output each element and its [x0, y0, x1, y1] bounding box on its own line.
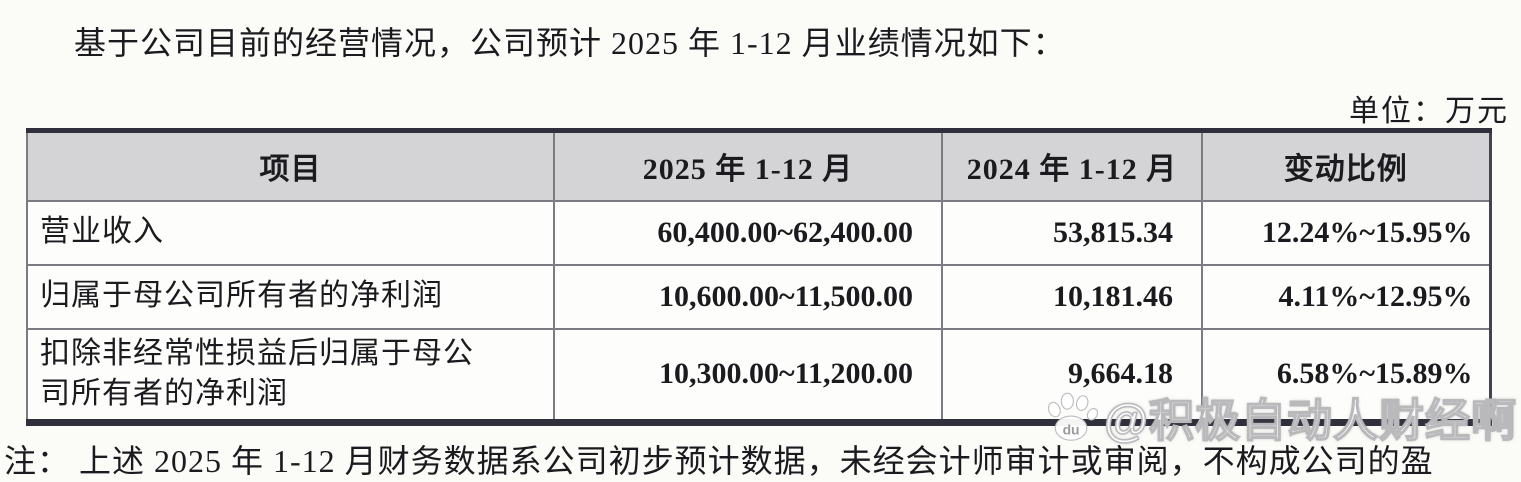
row-item-label: 营业收入 — [26, 199, 555, 266]
header-item: 项目 — [26, 129, 555, 202]
row-change-value: 12.24%~15.95% — [1201, 199, 1491, 266]
unit-label: 单位：万元 — [1349, 95, 1509, 128]
row-2024-value: 9,664.18 — [941, 327, 1203, 423]
row-2024-value: 53,815.34 — [941, 199, 1203, 266]
row-change-value: 4.11%~12.95% — [1201, 263, 1491, 330]
watermark: du @积极自动人财经啊 — [1044, 384, 1517, 449]
table-header-row: 项目 2025 年 1-12 月 2024 年 1-12 月 变动比例 — [26, 129, 1491, 202]
row-item-label: 归属于母公司所有者的净利润 — [26, 263, 555, 330]
table-row: 扣除非经常性损益后归属于母公司所有者的净利润 10,300.00~11,200.… — [26, 327, 1491, 423]
row-item-label: 扣除非经常性损益后归属于母公司所有者的净利润 — [26, 327, 555, 423]
row-2025-value: 10,300.00~11,200.00 — [553, 327, 943, 423]
header-2025: 2025 年 1-12 月 — [553, 129, 943, 202]
paw-du-label: du — [1063, 421, 1080, 437]
header-2024: 2024 年 1-12 月 — [941, 129, 1203, 202]
row-2025-value: 60,400.00~62,400.00 — [553, 199, 943, 266]
intro-text: 基于公司目前的经营情况，公司预计 2025 年 1-12 月业绩情况如下： — [74, 25, 1066, 61]
table-row: 营业收入 60,400.00~62,400.00 53,815.34 12.24… — [26, 199, 1491, 266]
performance-forecast-table: 项目 2025 年 1-12 月 2024 年 1-12 月 变动比例 营业收入… — [26, 128, 1492, 426]
row-2024-value: 10,181.46 — [941, 263, 1203, 330]
row-2025-value: 10,600.00~11,500.00 — [553, 263, 943, 330]
header-change-ratio: 变动比例 — [1201, 129, 1491, 202]
row-change-value: 6.58%~15.89% — [1201, 327, 1491, 423]
paw-print-icon: du — [1044, 391, 1100, 443]
table-row: 归属于母公司所有者的净利润 10,600.00~11,500.00 10,181… — [26, 263, 1491, 330]
watermark-handle: @积极自动人财经啊 — [1103, 394, 1517, 447]
